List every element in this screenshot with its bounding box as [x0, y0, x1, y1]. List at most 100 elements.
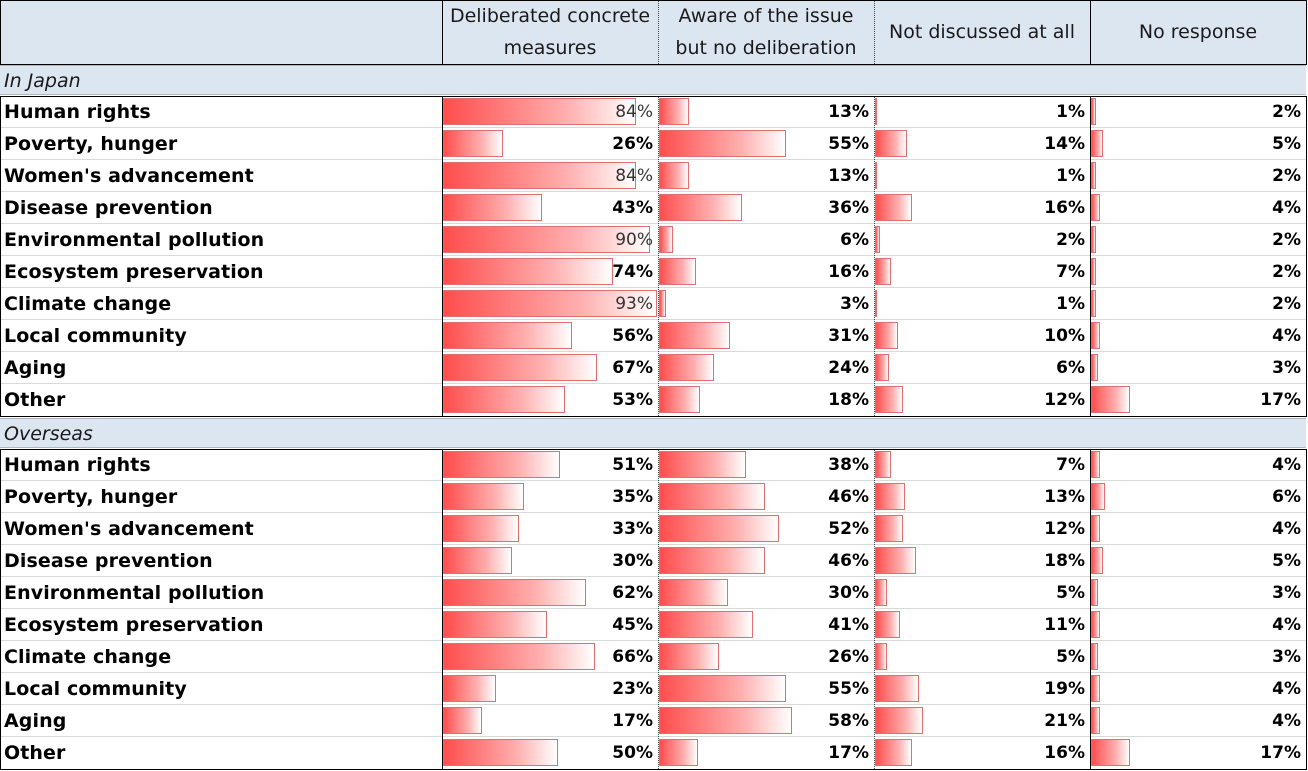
row-label: Human rights — [4, 101, 151, 123]
value-label: 16% — [1044, 198, 1085, 218]
data-bar — [875, 675, 919, 702]
row-label: Other — [4, 742, 66, 764]
value-label: 2% — [1056, 230, 1085, 250]
value-label: 2% — [1272, 102, 1301, 122]
value-label: 93% — [615, 294, 653, 314]
section-header: In Japan — [0, 65, 1306, 95]
value-label: 3% — [1272, 647, 1301, 667]
data-bar — [875, 483, 905, 510]
column-divider — [874, 449, 875, 769]
row-label: Ecosystem preservation — [4, 614, 264, 636]
data-bar — [659, 98, 689, 125]
value-label: 31% — [828, 326, 869, 346]
value-label: 13% — [828, 166, 869, 186]
value-label: 46% — [828, 551, 869, 571]
table-row: Other 53% 18% 12% 17% — [0, 384, 1306, 416]
value-label: 17% — [612, 711, 653, 731]
data-bar — [659, 290, 666, 317]
data-bar — [443, 643, 595, 670]
value-label: 62% — [612, 583, 653, 603]
value-label: 35% — [612, 487, 653, 507]
row-gridline — [0, 672, 1306, 673]
data-bar — [659, 226, 673, 253]
value-label: 26% — [828, 647, 869, 667]
row-label: Women's advancement — [4, 165, 254, 187]
header-row — [0, 0, 1306, 64]
value-label: 12% — [1044, 390, 1085, 410]
row-label: Women's advancement — [4, 518, 254, 540]
data-bar — [1091, 290, 1096, 317]
data-bar — [443, 98, 636, 125]
value-label: 26% — [612, 134, 653, 154]
data-bar — [1091, 98, 1096, 125]
value-label: 3% — [1272, 583, 1301, 603]
data-bar — [1091, 579, 1098, 606]
row-label: Disease prevention — [4, 550, 213, 572]
value-label: 4% — [1272, 455, 1301, 475]
row-label: Aging — [4, 357, 67, 379]
value-label: 16% — [1044, 743, 1085, 763]
data-bar — [1091, 515, 1100, 542]
column-divider — [1090, 449, 1091, 769]
data-bar — [659, 386, 700, 413]
data-bar — [875, 98, 877, 125]
data-bar — [1091, 386, 1130, 413]
data-bar — [875, 643, 887, 670]
table-row: Ecosystem preservation 45% 41% 11% 4% — [0, 609, 1306, 641]
value-label: 6% — [840, 230, 869, 250]
data-bar — [875, 322, 898, 349]
section-label: Overseas — [4, 423, 93, 445]
row-gridline — [0, 736, 1306, 737]
data-bar — [1091, 451, 1100, 478]
data-bar — [1091, 707, 1100, 734]
table-row: Poverty, hunger 26% 55% 14% 5% — [0, 128, 1306, 160]
data-bar — [1091, 130, 1103, 157]
row-label: Ecosystem preservation — [4, 261, 264, 283]
column-divider — [442, 449, 443, 769]
value-label: 67% — [612, 358, 653, 378]
table-row: Ecosystem preservation 74% 16% 7% 2% — [0, 256, 1306, 288]
data-bar — [659, 611, 753, 638]
value-label: 17% — [1260, 743, 1301, 763]
value-label: 52% — [828, 519, 869, 539]
row-label: Poverty, hunger — [4, 133, 178, 155]
column-header-2: Aware of the issue but no deliberation — [675, 5, 857, 59]
row-gridline — [0, 608, 1306, 609]
value-label: 19% — [1044, 679, 1085, 699]
value-label: 45% — [612, 615, 653, 635]
value-label: 4% — [1272, 679, 1301, 699]
data-bar — [443, 130, 503, 157]
row-gridline — [0, 576, 1306, 577]
column-divider — [1306, 96, 1307, 416]
column-divider — [874, 0, 875, 64]
value-label: 30% — [612, 551, 653, 571]
data-bar — [1091, 226, 1096, 253]
data-bar — [1091, 739, 1130, 766]
data-bar — [1091, 354, 1098, 381]
value-label: 13% — [828, 102, 869, 122]
table-row: Disease prevention 43% 36% 16% 4% — [0, 192, 1306, 224]
row-gridline — [0, 319, 1306, 320]
data-bar — [875, 354, 889, 381]
column-divider — [1090, 96, 1091, 416]
table-row: Human rights 51% 38% 7% 4% — [0, 449, 1306, 481]
data-bar — [443, 162, 636, 189]
column-header-3: Not discussed at all — [889, 21, 1075, 43]
data-bar — [659, 322, 730, 349]
value-label: 13% — [1044, 487, 1085, 507]
data-bar — [659, 354, 714, 381]
value-label: 12% — [1044, 519, 1085, 539]
value-label: 7% — [1056, 262, 1085, 282]
value-label: 41% — [828, 615, 869, 635]
row-label: Environmental pollution — [4, 582, 265, 604]
value-label: 18% — [1044, 551, 1085, 571]
value-label: 5% — [1056, 583, 1085, 603]
data-bar — [659, 515, 779, 542]
column-divider — [658, 449, 659, 769]
table-row: Women's advancement 33% 52% 12% 4% — [0, 513, 1306, 545]
data-bar — [1091, 258, 1096, 285]
data-bar — [443, 579, 586, 606]
column-divider — [442, 0, 443, 64]
value-label: 21% — [1044, 711, 1085, 731]
